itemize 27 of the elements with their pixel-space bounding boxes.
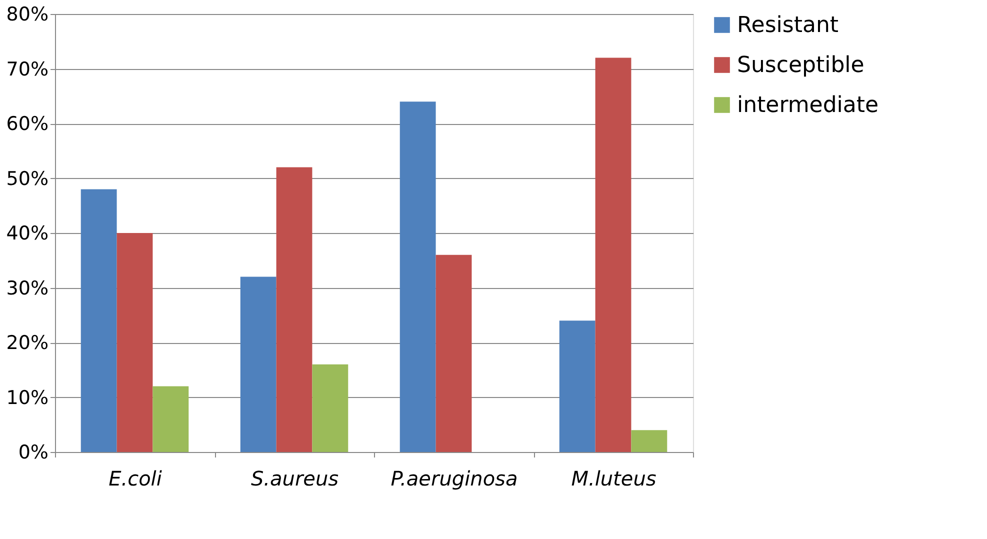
x-tick-label: M.luteus	[571, 466, 656, 490]
bar	[595, 58, 632, 452]
x-tick-label: E.coli	[108, 466, 162, 490]
bar	[80, 189, 117, 452]
legend-label: intermediate	[737, 93, 879, 118]
y-tick-label: 40%	[6, 222, 48, 244]
legend-label: Resistant	[737, 13, 839, 38]
bar	[116, 233, 153, 452]
x-tick-label: P.aeruginosa	[390, 466, 518, 490]
y-tick-label: 70%	[6, 58, 48, 80]
bar	[400, 102, 436, 452]
bar	[240, 276, 276, 452]
y-tick-label: 20%	[6, 332, 48, 354]
y-tick-label: 60%	[6, 113, 48, 135]
y-tick-label: 30%	[6, 277, 48, 300]
bar	[152, 386, 189, 452]
bar	[276, 167, 312, 452]
y-tick-label: 50%	[6, 168, 48, 190]
x-tick-label: S.aureus	[250, 466, 339, 490]
y-tick-label: 10%	[6, 386, 48, 409]
legend-label: Susceptible	[737, 53, 864, 78]
y-tick-label: 0%	[18, 442, 48, 464]
bar	[631, 430, 668, 452]
y-tick-label: 80%	[6, 4, 48, 26]
bar	[559, 320, 596, 452]
bar	[312, 364, 348, 452]
bar	[436, 254, 472, 452]
